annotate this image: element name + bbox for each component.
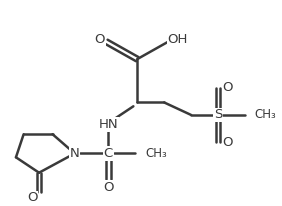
Text: CH₃: CH₃ <box>145 147 167 160</box>
Text: O: O <box>222 136 233 149</box>
Text: OH: OH <box>168 33 188 46</box>
Text: O: O <box>222 81 233 94</box>
Text: N: N <box>70 147 80 160</box>
Text: C: C <box>104 147 113 160</box>
Text: S: S <box>214 108 222 122</box>
Text: CH₃: CH₃ <box>255 108 276 122</box>
Text: O: O <box>27 191 38 204</box>
Text: HN: HN <box>98 118 118 131</box>
Text: O: O <box>103 181 114 194</box>
Text: O: O <box>94 33 105 46</box>
